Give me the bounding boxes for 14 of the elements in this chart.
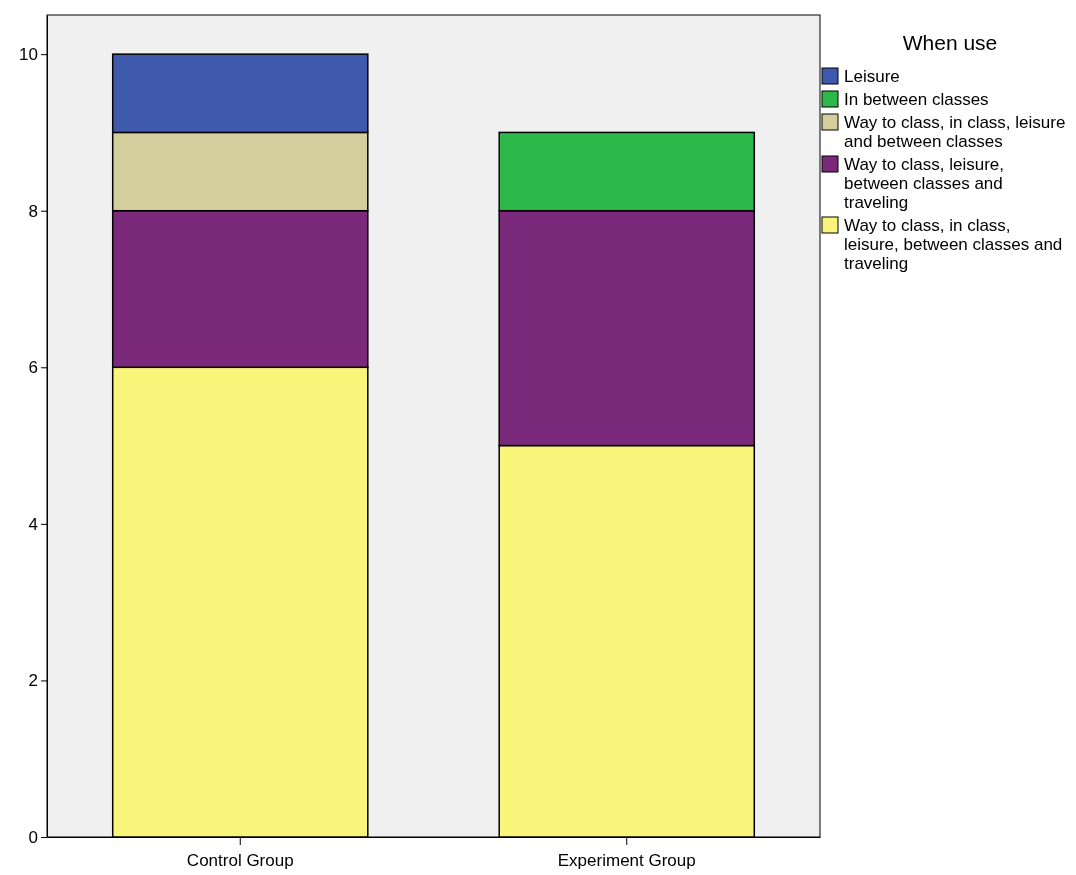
y-tick-label: 10	[19, 45, 38, 65]
legend-label: Leisure	[844, 67, 900, 86]
legend-label: Way to class, in class, leisure, between classes and traveling	[844, 216, 1063, 273]
legend-label: In between classes	[844, 90, 989, 109]
y-tick-label: 8	[28, 201, 38, 221]
y-tick-label: 4	[28, 514, 38, 534]
legend-label: Way to class, leisure, between classes and traveling	[844, 155, 1004, 212]
y-tick-label: 6	[28, 358, 38, 378]
x-tick-label: Experiment Group	[557, 851, 696, 871]
y-tick-label: 2	[28, 671, 38, 691]
x-tick-label: Control Group	[186, 851, 294, 871]
legend-label: Way to class, in class, leisure and between classes	[844, 113, 1066, 151]
legend-title: When use	[902, 31, 998, 54]
y-tick-label: 0	[28, 827, 38, 847]
